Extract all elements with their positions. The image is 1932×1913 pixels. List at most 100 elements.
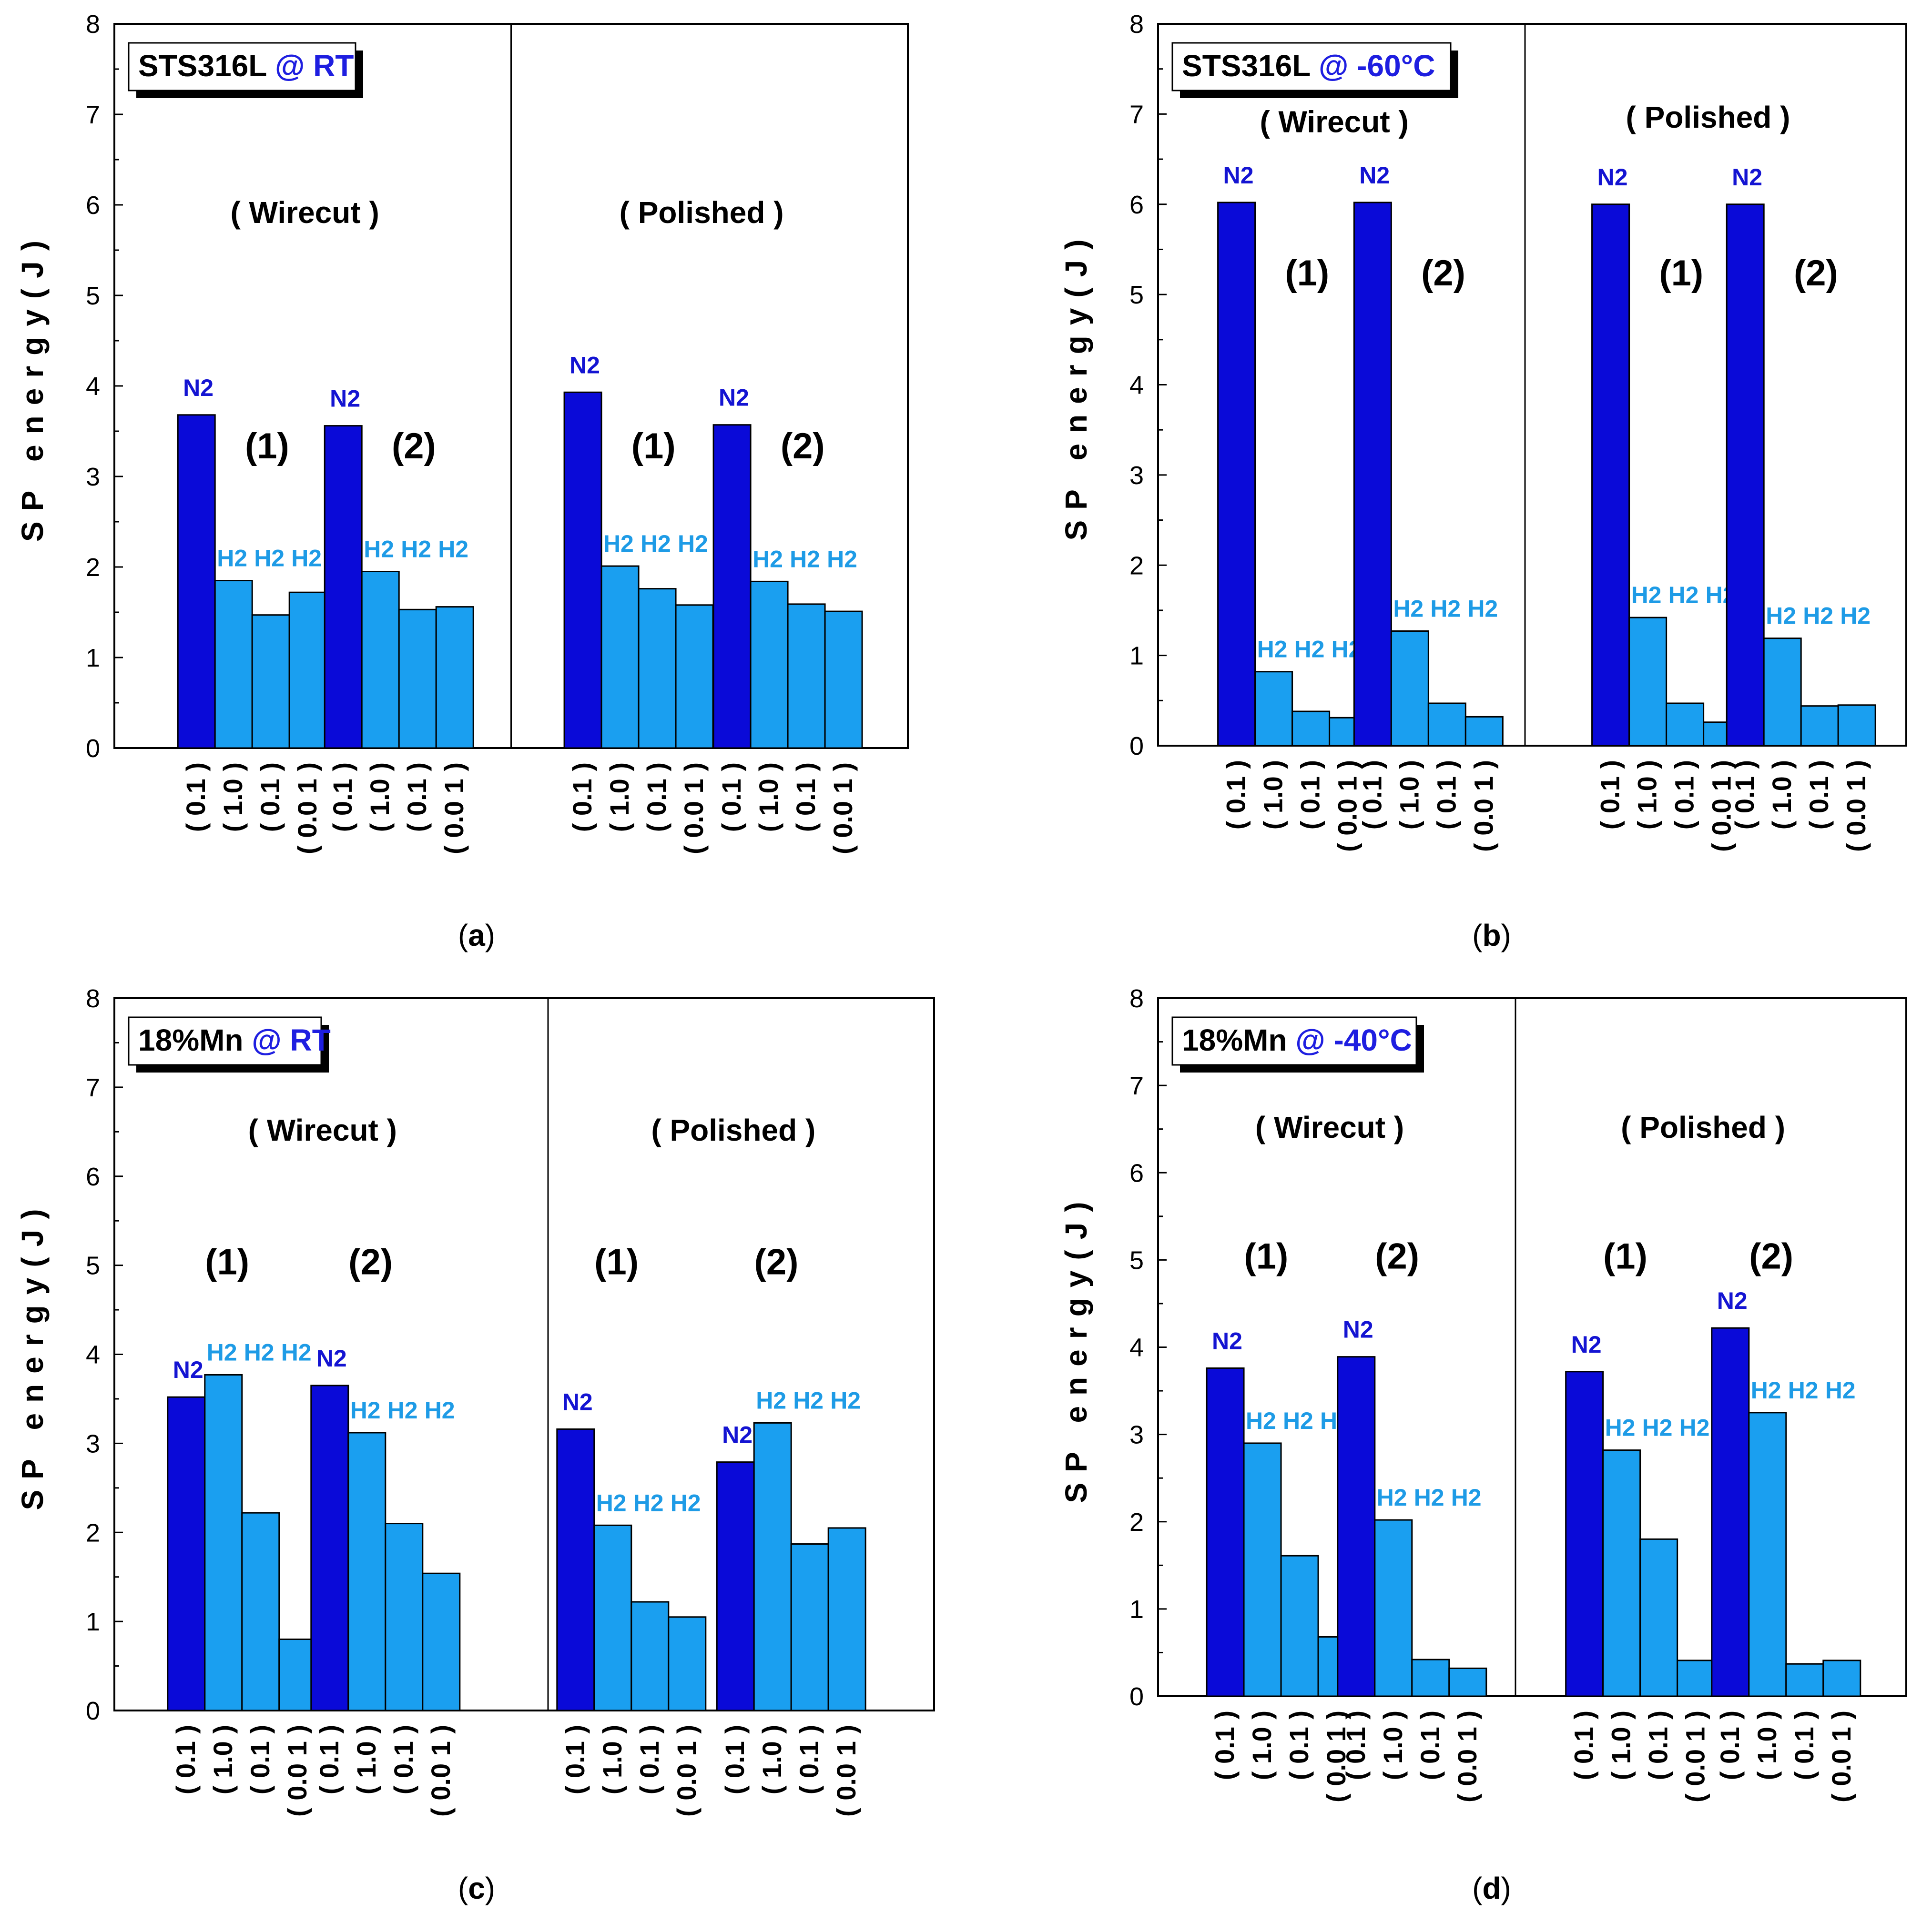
- y-tick-label: 7: [86, 101, 100, 129]
- category-label: ( 0.1 ): [791, 762, 821, 832]
- group-label: (1): [1244, 1236, 1288, 1277]
- category-label: ( 0.0 1 ): [439, 762, 469, 854]
- y-tick-label: 2: [86, 1518, 100, 1547]
- gas-label-h2: H: [244, 1339, 261, 1366]
- gas-label-h2-sub: 2: [298, 1339, 312, 1366]
- gas-label-n2-sub: 2: [1749, 164, 1762, 191]
- gas-label-h2-sub: 2: [455, 536, 468, 563]
- category-label: ( 1.0 ): [1752, 1711, 1782, 1780]
- gas-label-h2-sub: 2: [695, 530, 708, 557]
- gas-label-h2-sub: 2: [658, 530, 671, 557]
- panel-title: STS316L @ RT: [138, 49, 354, 83]
- category-label: ( 0.1 ): [1210, 1711, 1240, 1780]
- gas-label-h2-sub: 2: [1431, 1484, 1444, 1511]
- bar-n2-b-2-1: [1353, 202, 1392, 747]
- gas-label-h2: H: [1788, 1377, 1805, 1404]
- title-box: [1171, 1016, 1417, 1066]
- gas-label-h2-sub: 2: [807, 546, 820, 572]
- title-material: STS316L: [138, 49, 275, 83]
- bar-h2-d-3-3: [1639, 1538, 1678, 1697]
- group-label: (2): [781, 426, 825, 466]
- gas-label-h2: H: [1631, 582, 1648, 608]
- section-label-polished: ( Polished ): [651, 1113, 815, 1147]
- category-label: ( 1.0 ): [757, 1725, 787, 1794]
- y-tick-label: 3: [1129, 1421, 1144, 1449]
- gas-label-h2: H: [1257, 636, 1274, 663]
- bar-n2-a-1-1: [177, 414, 216, 749]
- gas-label-n2-sub: 2: [1360, 1316, 1373, 1343]
- gas-label-h2-sub: 2: [1622, 1415, 1636, 1441]
- bar-h2-a-4-3: [787, 603, 826, 749]
- bar-h2-c-3-4: [668, 1616, 707, 1711]
- title-condition: @ -60°C: [1319, 49, 1435, 83]
- gas-label-n2-sub: 2: [1229, 1327, 1242, 1354]
- group-label: (1): [594, 1242, 639, 1282]
- bar-h2-b-1-3: [1291, 710, 1331, 747]
- bar-n2-c-1-1: [167, 1396, 206, 1711]
- gas-label-h2: H: [830, 1387, 847, 1414]
- bar-h2-d-4-3: [1785, 1663, 1824, 1697]
- category-label: ( 0.1 ): [641, 762, 671, 832]
- bar-h2-d-3-2: [1602, 1449, 1641, 1697]
- gas-label-h2: H: [1451, 1484, 1468, 1511]
- gas-label-n2-sub: 2: [347, 385, 360, 412]
- title-material: 18%Mn: [1182, 1023, 1295, 1057]
- category-label: ( 0.0 1 ): [426, 1725, 456, 1817]
- gas-label-h2: H: [1668, 582, 1686, 608]
- bar-h2-d-2-2: [1374, 1519, 1413, 1697]
- gas-label-h2: H: [678, 530, 695, 557]
- gas-label-h2: H: [1393, 595, 1410, 622]
- bar-h2-d-1-2: [1243, 1442, 1282, 1697]
- bar-h2-b-4-4: [1837, 704, 1876, 747]
- y-tick-label: 2: [86, 553, 100, 582]
- panel-title: 18%Mn @ -40°C: [1182, 1023, 1412, 1057]
- category-label: ( 0.1 ): [1595, 760, 1625, 830]
- gas-label-h2: H: [1605, 1415, 1622, 1441]
- category-label: ( 1.0 ): [218, 762, 248, 832]
- category-label: ( 0.1 ): [181, 762, 211, 832]
- gas-label-h2: H: [1430, 595, 1447, 622]
- bar-h2-b-3-3: [1666, 702, 1705, 747]
- group-label: (1): [1603, 1236, 1647, 1277]
- bar-h2-c-1-4: [278, 1639, 317, 1711]
- gas-label-h2: H: [1706, 582, 1723, 608]
- gas-label-n2-sub: 2: [1376, 162, 1390, 189]
- category-label: ( 1.0 ): [753, 762, 783, 832]
- group-label: (1): [1659, 253, 1703, 294]
- section-label-polished: ( Polished ): [1626, 100, 1790, 134]
- gas-label-h2: H: [1332, 636, 1349, 663]
- bar-h2-c-3-3: [630, 1601, 670, 1711]
- gas-label-h2: H: [596, 1489, 613, 1516]
- gas-label-h2-sub: 2: [367, 1397, 381, 1424]
- gas-label-h2: H: [793, 1387, 810, 1414]
- category-label: ( 1.0 ): [365, 762, 395, 832]
- bar-h2-a-3-3: [638, 588, 677, 749]
- bar-n2-a-3-1: [563, 391, 602, 749]
- category-label: ( 0.0 1 ): [292, 762, 322, 854]
- title-box: [1171, 42, 1452, 91]
- y-tick-label: 4: [1129, 371, 1144, 400]
- gas-label-h2: H: [1320, 1407, 1337, 1434]
- category-label: ( 1.0 ): [1606, 1711, 1636, 1780]
- group-label: (2): [348, 1242, 393, 1282]
- gas-label-n2: N: [569, 352, 587, 378]
- bar-h2-c-4-3: [790, 1543, 829, 1711]
- gas-label-h2: H: [254, 545, 271, 572]
- bar-n2-b-1-1: [1217, 202, 1256, 747]
- category-label: ( 1.0 ): [604, 762, 634, 832]
- y-tick-label: 2: [1129, 551, 1144, 580]
- category-label: ( 0.1 ): [1221, 760, 1251, 830]
- bar-h2-a-1-3: [251, 614, 290, 749]
- gas-label-h2: H: [425, 1397, 442, 1424]
- title-condition: @ RT: [252, 1023, 331, 1057]
- category-label: ( 0.1 ): [720, 1725, 750, 1794]
- gas-label-h2: H: [752, 546, 770, 572]
- y-tick-label: 7: [1129, 1072, 1144, 1100]
- y-axis-label: SP energy(J): [15, 230, 50, 542]
- gas-label-h2-sub: 2: [1447, 595, 1461, 622]
- category-label: ( 1.0 ): [1767, 760, 1797, 830]
- category-label: ( 0.0 1 ): [1452, 1711, 1482, 1802]
- category-label: ( 0.0 1 ): [828, 762, 858, 854]
- category-label: ( 0.1 ): [1295, 760, 1325, 830]
- y-tick-label: 3: [86, 1429, 100, 1458]
